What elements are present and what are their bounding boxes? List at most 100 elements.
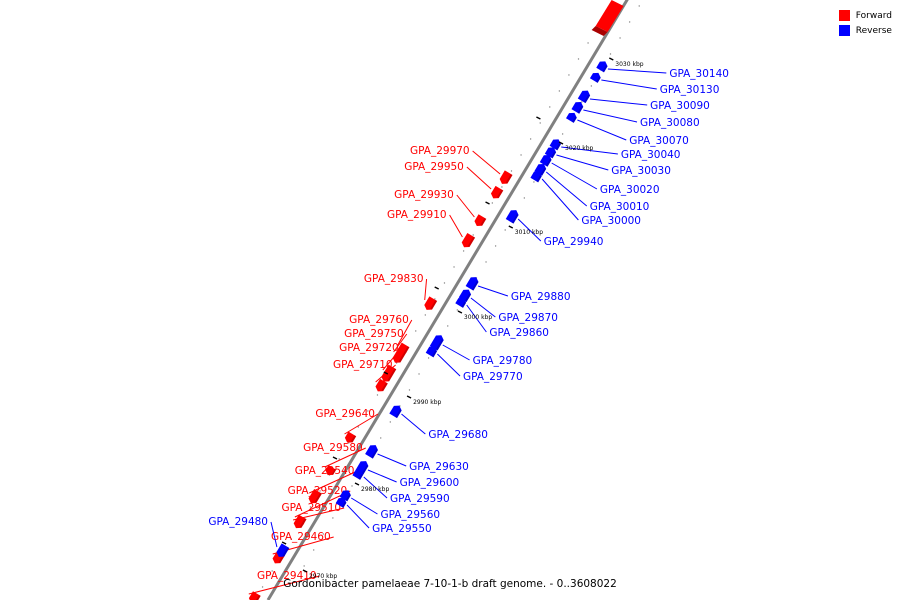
reverse-gene-2 xyxy=(589,72,601,83)
reverse-gene-10-shade xyxy=(536,175,542,183)
reverse-gene-4-label: GPA_30080 xyxy=(640,117,700,129)
minor-tick-3 xyxy=(383,371,389,375)
reverse-gene-21-label: GPA_29560 xyxy=(380,509,440,521)
axis-dot xyxy=(491,202,494,204)
forward-gene-11-shade xyxy=(314,492,322,504)
reverse-gene-0 xyxy=(276,543,290,557)
reverse-gene-8-leader xyxy=(551,162,598,190)
reverse-gene-13-shade xyxy=(464,293,472,303)
reverse-gene-7-leader xyxy=(556,154,609,171)
forward-gene-7-leader xyxy=(382,347,403,371)
reverse-gene-11-label: GPA_29940 xyxy=(544,236,604,248)
axis-dot xyxy=(485,261,487,263)
reverse-gene-8-body xyxy=(539,154,552,167)
scale-tick-mark-6 xyxy=(302,569,308,573)
forward-gene-4-label: GPA_29830 xyxy=(364,273,424,285)
reverse-gene-10-leader xyxy=(541,178,579,221)
reverse-gene-12-shade xyxy=(471,280,479,291)
axis-dot xyxy=(523,197,526,199)
reverse-gene-0-shade xyxy=(282,546,290,557)
reverse-gene-22 xyxy=(335,497,347,508)
forward-gene-1 xyxy=(490,185,504,199)
axis-dot xyxy=(261,586,264,588)
axis-dot xyxy=(520,154,522,156)
axis-dot xyxy=(319,490,321,492)
reverse-gene-11 xyxy=(505,210,519,224)
genome-title-text: Gordonibacter pamelaeae 7-10-1-b draft g… xyxy=(283,578,617,590)
reverse-gene-18-leader xyxy=(377,453,407,467)
reverse-gene-14-leader xyxy=(466,304,487,333)
reverse-gene-0-leader xyxy=(270,521,278,548)
forward-gene-10 xyxy=(325,465,337,476)
reverse-gene-5-shade xyxy=(572,116,577,123)
reverse-gene-20-shade xyxy=(358,473,364,480)
reverse-gene-1 xyxy=(596,61,608,73)
forward-gene-9-body xyxy=(344,431,357,443)
reverse-gene-9-label: GPA_30010 xyxy=(590,201,650,213)
scale-tick-mark-3 xyxy=(457,310,463,314)
forward-gene-5-label: GPA_29760 xyxy=(349,314,409,326)
forward-gene-11-label: GPA_29540 xyxy=(295,465,355,477)
reverse-gene-8-shade xyxy=(545,158,552,167)
scale-tick-mark-2 xyxy=(508,225,514,229)
reverse-gene-15-shade xyxy=(435,339,444,351)
forward-gene-13-label: GPA_29510 xyxy=(281,502,341,514)
axis-dot xyxy=(367,410,369,412)
legend-swatch-forward xyxy=(838,10,850,21)
forward-gene-4-body xyxy=(424,296,438,310)
axis-dot xyxy=(443,282,446,284)
forward-gene-6-leader xyxy=(393,333,408,353)
reverse-gene-5-body xyxy=(566,112,577,123)
forward-gene-7-body xyxy=(381,364,397,382)
axis-dot xyxy=(338,458,340,460)
axis-dot xyxy=(357,426,360,428)
forward-gene-8-label: GPA_29710 xyxy=(333,359,393,371)
forward-gene-15-shade xyxy=(255,594,261,600)
reverse-gene-20-leader xyxy=(363,476,388,499)
reverse-gene-6 xyxy=(549,139,561,151)
axis-dot xyxy=(447,325,449,327)
forward-gene-1-leader xyxy=(466,166,492,190)
axis-dot xyxy=(577,58,580,60)
reverse-gene-22-label: GPA_29550 xyxy=(372,523,432,535)
axis-dot xyxy=(590,85,593,87)
reverse-gene-1-label: GPA_30140 xyxy=(669,68,729,80)
reverse-gene-21 xyxy=(339,490,351,502)
reverse-gene-18-body xyxy=(365,445,378,459)
reverse-gene-21-body xyxy=(339,490,351,502)
reverse-gene-4 xyxy=(571,101,584,114)
reverse-gene-6-body xyxy=(549,139,561,151)
legend-item-forward: Forward xyxy=(838,8,892,23)
forward-gene-5-leader xyxy=(397,319,413,346)
reverse-gene-0-body xyxy=(276,543,290,557)
reverse-gene-13-label: GPA_29870 xyxy=(498,312,558,324)
axis-dot xyxy=(494,245,497,247)
forward-gene-3 xyxy=(461,232,476,248)
reverse-gene-17 xyxy=(389,405,402,419)
forward-gene-1-label: GPA_29950 xyxy=(404,161,464,173)
reverse-gene-10-body xyxy=(530,171,542,183)
axis-dot xyxy=(348,442,350,444)
reverse-gene-16-shade xyxy=(431,350,438,358)
forward-gene-13 xyxy=(293,518,305,529)
reverse-gene-1-body xyxy=(596,61,608,73)
forward-gene-0-shade xyxy=(505,173,513,184)
minor-tick-4 xyxy=(332,456,338,460)
forward-gene-7-label: GPA_29720 xyxy=(339,342,399,354)
forward-gene-top-body xyxy=(595,0,624,32)
forward-gene-10-body xyxy=(325,465,337,476)
reverse-gene-3 xyxy=(577,90,591,104)
axis-dot xyxy=(434,298,436,300)
scale-tick-label-6: 2970 kbp xyxy=(309,573,337,580)
axis-dot xyxy=(290,538,292,540)
scale-tick-label-4: 2990 kbp xyxy=(413,399,441,406)
axis-dot xyxy=(638,5,640,7)
reverse-gene-13-leader xyxy=(470,297,496,318)
reverse-gene-21-leader xyxy=(350,497,378,515)
axis-dot xyxy=(415,330,417,332)
reverse-gene-17-label: GPA_29680 xyxy=(428,429,488,441)
forward-gene-2-label: GPA_29930 xyxy=(394,189,454,201)
reverse-gene-8-label: GPA_30020 xyxy=(600,184,660,196)
reverse-gene-6-shade xyxy=(555,143,561,151)
axis-dot xyxy=(351,485,353,487)
